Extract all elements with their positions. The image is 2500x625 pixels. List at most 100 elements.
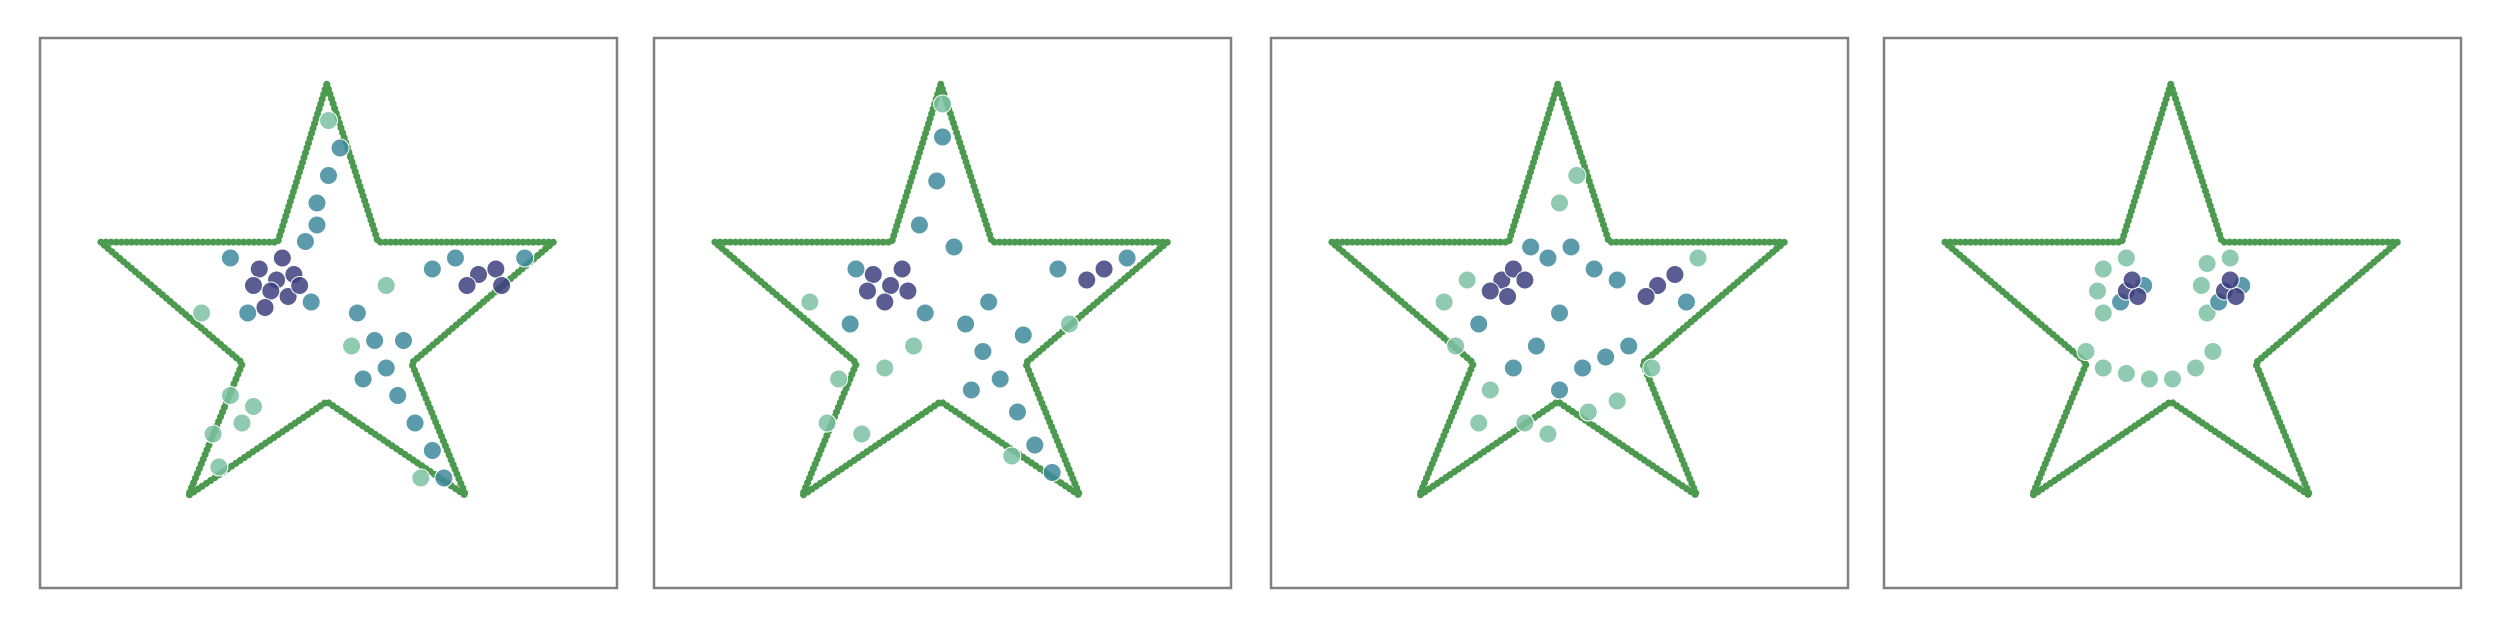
point <box>944 237 964 257</box>
point <box>904 336 924 356</box>
point <box>220 386 240 405</box>
point <box>319 111 338 130</box>
star-outline-core <box>713 83 1169 498</box>
point <box>278 287 298 306</box>
point <box>2093 358 2113 378</box>
point <box>2226 287 2246 306</box>
point <box>1025 435 1045 455</box>
point <box>2197 254 2217 273</box>
point <box>863 265 883 284</box>
point <box>817 413 837 433</box>
point <box>846 259 866 279</box>
point <box>1550 193 1569 213</box>
point <box>232 413 252 433</box>
point <box>2076 342 2096 361</box>
point <box>342 336 362 356</box>
point <box>1008 402 1028 422</box>
point <box>1636 287 1656 306</box>
point <box>1446 336 1466 356</box>
point <box>1676 292 1696 312</box>
point <box>1059 314 1079 334</box>
point <box>875 292 895 312</box>
point <box>852 424 872 444</box>
point <box>927 171 947 191</box>
point <box>956 314 976 334</box>
point <box>209 457 229 477</box>
point <box>933 94 952 114</box>
point <box>2203 342 2223 361</box>
point <box>2093 303 2113 323</box>
point <box>892 259 912 279</box>
point <box>1550 380 1569 400</box>
point <box>330 138 350 158</box>
point <box>829 369 849 389</box>
point <box>2116 364 2136 383</box>
point <box>1498 287 1518 306</box>
point <box>1048 259 1068 279</box>
point <box>353 369 373 389</box>
point <box>2163 369 2182 389</box>
point <box>1480 281 1500 301</box>
point <box>1469 413 1489 433</box>
star-outline-core <box>99 83 555 498</box>
star-outline-core <box>1330 83 1786 498</box>
point <box>243 397 263 416</box>
point <box>1042 463 1062 482</box>
point <box>411 468 431 488</box>
point <box>1567 166 1587 185</box>
point <box>365 331 385 350</box>
point <box>1013 325 1033 345</box>
point <box>301 292 321 312</box>
point <box>2093 259 2113 279</box>
point <box>492 276 512 295</box>
point <box>1538 424 1558 444</box>
point <box>2087 281 2107 301</box>
point <box>2128 287 2148 306</box>
point <box>243 276 263 295</box>
point <box>307 193 327 213</box>
panel <box>1882 36 2463 590</box>
point <box>2191 276 2211 295</box>
point <box>1521 237 1541 257</box>
point <box>249 259 269 279</box>
point <box>881 276 901 295</box>
point <box>1077 270 1097 290</box>
point <box>376 358 396 378</box>
point <box>961 380 981 400</box>
point <box>1434 292 1454 312</box>
point <box>1648 276 1668 295</box>
point <box>898 281 918 301</box>
point <box>1607 391 1627 411</box>
point <box>434 468 454 488</box>
point <box>1561 237 1581 257</box>
point <box>238 303 258 323</box>
point <box>376 276 396 295</box>
point <box>990 369 1010 389</box>
point <box>307 215 327 235</box>
point <box>933 127 952 147</box>
point <box>1503 358 1523 378</box>
point <box>1619 336 1639 356</box>
point <box>1117 248 1137 268</box>
panel-frame <box>1882 36 2463 590</box>
point <box>1526 336 1546 356</box>
point <box>2197 303 2217 323</box>
point <box>422 259 442 279</box>
point <box>445 248 465 268</box>
point <box>290 276 310 295</box>
point <box>2122 270 2142 290</box>
point <box>394 331 414 350</box>
point <box>909 215 929 235</box>
panel-frame <box>652 36 1233 590</box>
point <box>973 342 993 361</box>
point <box>272 248 292 268</box>
point <box>2116 248 2136 268</box>
point <box>515 248 535 268</box>
point <box>840 314 860 334</box>
point <box>319 166 338 185</box>
point <box>1515 270 1535 290</box>
point <box>388 386 408 405</box>
star-outline-core <box>1943 83 2399 498</box>
point <box>457 276 477 295</box>
